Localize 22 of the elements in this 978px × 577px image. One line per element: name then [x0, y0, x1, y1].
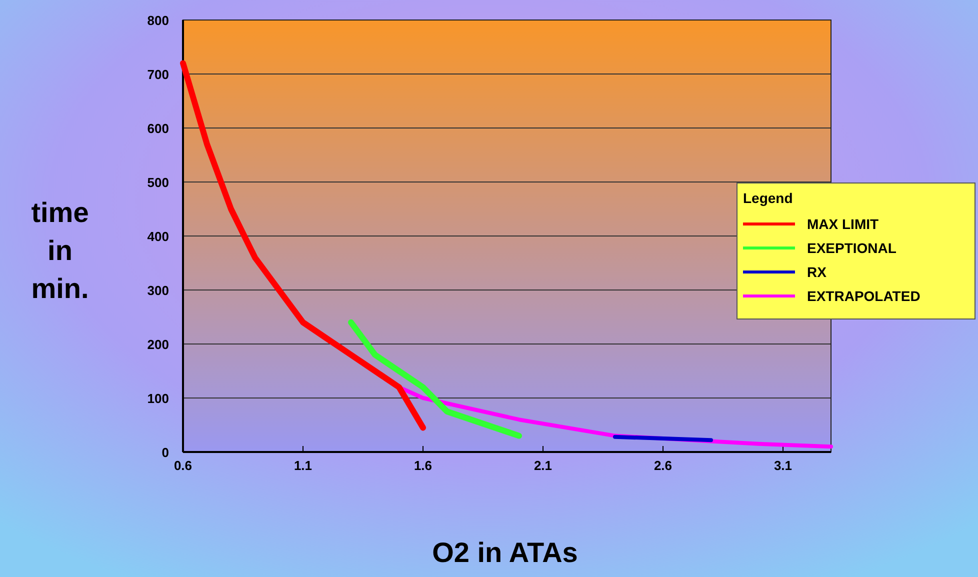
x-tick-label: 2.1: [534, 458, 552, 473]
legend-label: RX: [807, 264, 828, 280]
x-tick-label: 2.6: [654, 458, 672, 473]
y-tick-label: 200: [147, 337, 169, 352]
y-tick-label: 600: [147, 121, 169, 136]
y-tick-label: 800: [147, 13, 169, 28]
x-axis-title: O2 in ATAs: [432, 537, 578, 568]
x-tick-label: 3.1: [774, 458, 792, 473]
y-tick-label: 300: [147, 283, 169, 298]
y-tick-label: 500: [147, 175, 169, 190]
legend-label: MAX LIMIT: [807, 216, 879, 232]
legend-title: Legend: [743, 190, 793, 206]
legend-label: EXEPTIONAL: [807, 240, 897, 256]
y-tick-label: 100: [147, 391, 169, 406]
y-axis-title: time in min.: [31, 197, 89, 304]
y-tick-label: 0: [162, 445, 169, 460]
x-tick-label: 1.6: [414, 458, 432, 473]
x-tick-label: 0.6: [174, 458, 192, 473]
x-tick-label: 1.1: [294, 458, 312, 473]
y-tick-label: 700: [147, 67, 169, 82]
y-tick-label: 400: [147, 229, 169, 244]
legend-label: EXTRAPOLATED: [807, 288, 920, 304]
